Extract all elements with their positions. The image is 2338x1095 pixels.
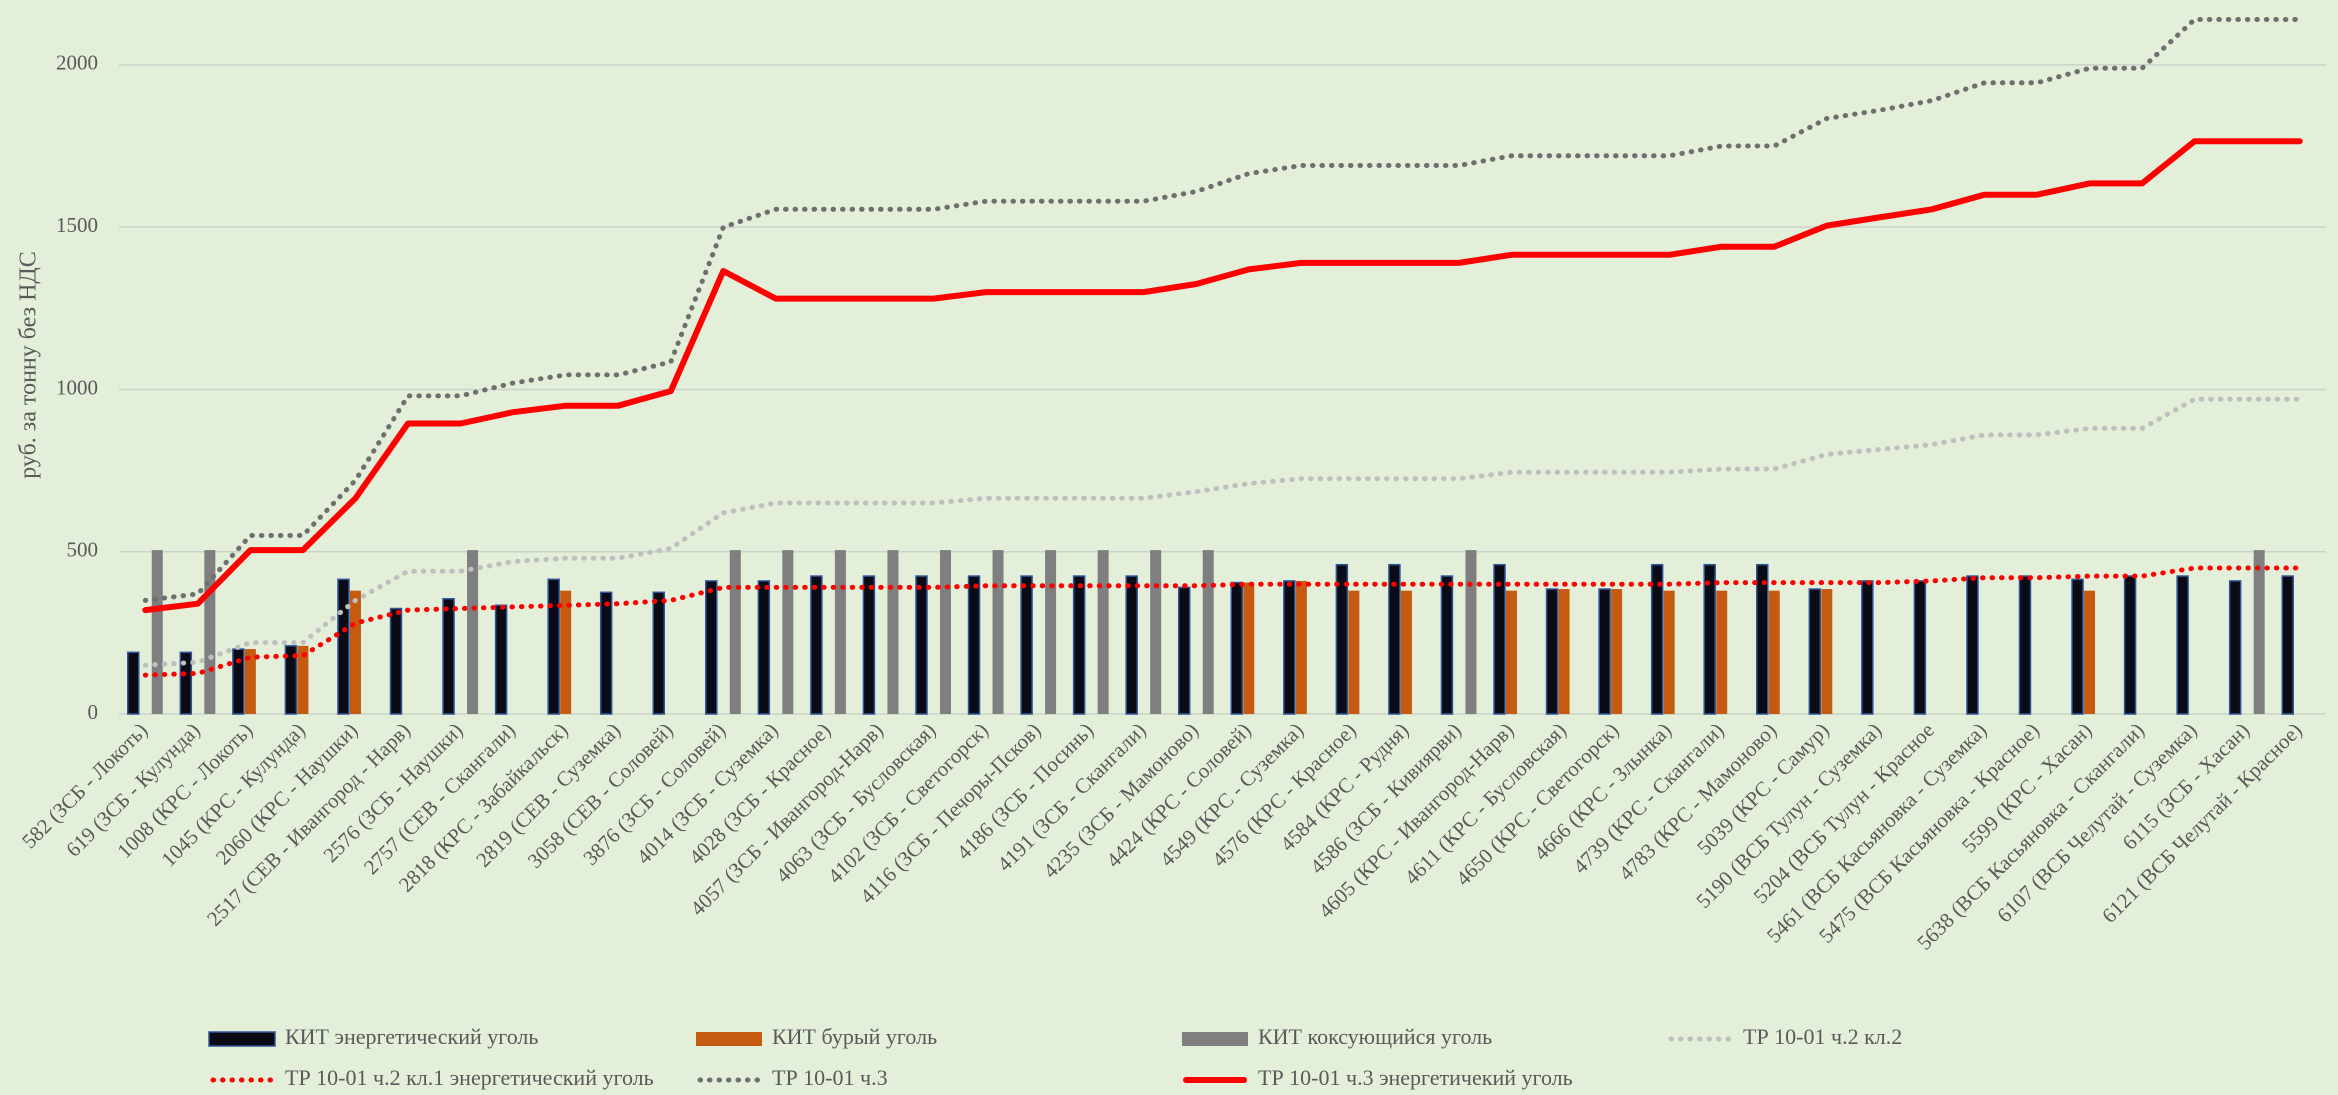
y-tick-label: 1000	[56, 375, 98, 399]
bar	[1966, 575, 1979, 715]
bar	[389, 607, 403, 715]
bar	[284, 645, 298, 715]
bar	[2071, 578, 2084, 715]
bar	[2084, 590, 2096, 714]
bar	[494, 604, 508, 715]
bar	[1861, 580, 1874, 715]
legend-label: КИТ энергетический уголь	[285, 1024, 538, 1049]
line	[142, 138, 2303, 614]
bar	[244, 649, 256, 714]
bar	[729, 550, 741, 714]
bar	[127, 651, 140, 715]
bar	[1611, 589, 1623, 714]
bar	[1177, 586, 1191, 715]
bar	[467, 550, 479, 714]
bar	[151, 550, 163, 714]
bar	[1663, 590, 1675, 714]
bar	[1506, 590, 1518, 714]
bar	[1821, 589, 1833, 714]
bar	[967, 575, 981, 715]
legend-label: ТР 10-01 ч.3 энергетичекий уголь	[1258, 1065, 1573, 1090]
bar	[297, 645, 309, 714]
bar	[2253, 550, 2265, 714]
bar	[179, 651, 193, 715]
line	[142, 17, 2303, 603]
y-tick-label: 0	[88, 700, 99, 724]
legend-swatch	[696, 1032, 762, 1046]
bar	[1703, 563, 1716, 715]
y-tick-label: 1500	[56, 213, 98, 237]
y-tick-label: 500	[67, 538, 99, 562]
bar	[2123, 575, 2137, 715]
bar	[1716, 590, 1728, 714]
bar	[1202, 550, 1214, 714]
bar	[834, 550, 846, 714]
bar	[1125, 575, 1138, 715]
bar	[1465, 550, 1477, 714]
bar	[1400, 590, 1412, 714]
bar	[939, 550, 951, 714]
bar	[1440, 575, 1454, 715]
bar	[757, 580, 771, 715]
bar	[992, 550, 1004, 714]
bar	[1348, 590, 1360, 714]
bar	[1283, 580, 1296, 715]
bar	[1230, 581, 1244, 715]
bar	[782, 550, 794, 714]
bar	[1295, 580, 1307, 714]
bar	[1756, 563, 1769, 715]
legend-label: КИТ коксующийся уголь	[1258, 1024, 1492, 1049]
bar	[1045, 550, 1057, 714]
bar	[862, 575, 876, 715]
bar	[652, 591, 665, 715]
bar	[204, 550, 216, 714]
bar	[810, 575, 823, 715]
bar	[1598, 588, 1611, 715]
bar	[1650, 563, 1664, 715]
bar	[705, 580, 718, 715]
bar	[2018, 575, 2032, 715]
bar	[1072, 575, 1086, 715]
legend-swatch	[1182, 1032, 1248, 1046]
bar	[599, 591, 613, 715]
bar	[1808, 588, 1822, 715]
bar	[1768, 590, 1780, 714]
bar	[547, 578, 560, 715]
bar	[2281, 575, 2294, 715]
bar	[1913, 580, 1927, 715]
bar	[560, 590, 572, 714]
bar	[1243, 582, 1255, 714]
line	[142, 565, 2303, 678]
bar	[2228, 580, 2242, 715]
bar	[887, 550, 899, 714]
bar	[337, 578, 350, 715]
bar	[1388, 563, 1401, 715]
legend-label: ТР 10-01 ч.3	[772, 1065, 888, 1090]
bar	[1097, 550, 1109, 714]
legend-label: ТР 10-01 ч.2 кл.2	[1743, 1024, 1902, 1049]
legend-swatch	[208, 1031, 276, 1047]
bar	[349, 590, 361, 714]
bar	[2176, 575, 2189, 715]
bar	[1335, 563, 1349, 715]
bar	[442, 598, 455, 715]
y-tick-label: 2000	[56, 51, 98, 75]
bar	[1150, 550, 1162, 714]
bar	[1545, 588, 1559, 715]
legend-label: КИТ бурый уголь	[772, 1024, 937, 1049]
bar	[1493, 563, 1506, 715]
legend-label: ТР 10-01 ч.2 кл.1 энергетический уголь	[285, 1065, 654, 1090]
y-axis-label: руб. за тонну без НДС	[16, 251, 42, 479]
bar	[915, 575, 928, 715]
bar	[1020, 575, 1033, 715]
bar	[1558, 589, 1570, 714]
